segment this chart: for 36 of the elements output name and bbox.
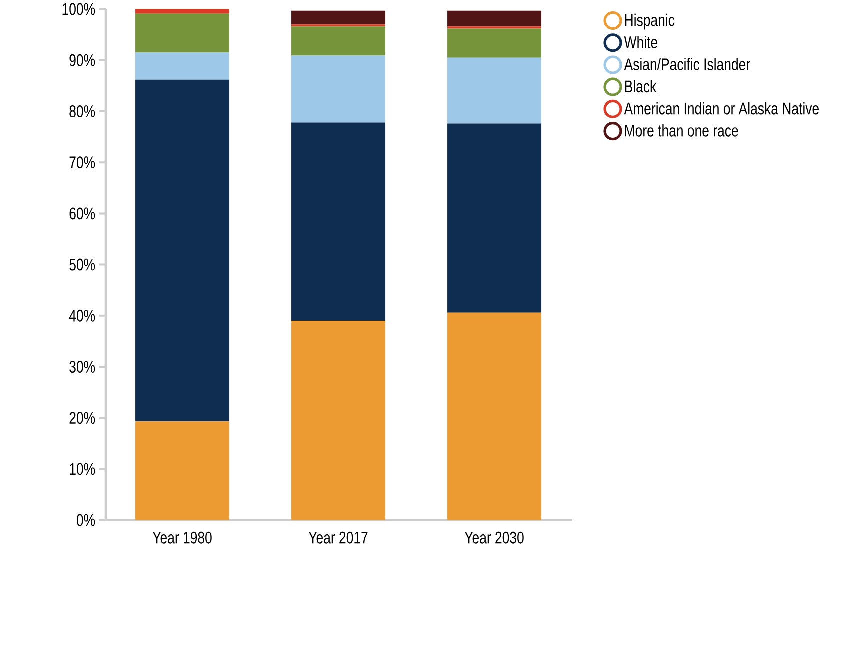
bar	[292, 122, 386, 321]
bar	[292, 56, 386, 123]
bar	[136, 421, 230, 520]
bar	[136, 80, 230, 422]
x-tick-label: Year 1980	[152, 532, 212, 544]
legend-label: White	[624, 36, 658, 48]
bar	[448, 28, 542, 58]
bar	[448, 58, 542, 124]
y-tick-label: 20%	[70, 412, 96, 424]
y-tick-label: 100%	[62, 3, 96, 16]
y-tick-label: 80%	[70, 105, 96, 118]
bar	[448, 124, 542, 313]
bar	[448, 10, 542, 26]
bar	[448, 26, 542, 29]
y-tick-label: 70%	[70, 156, 96, 168]
y-tick-label: 90%	[70, 54, 96, 66]
y-tick-label: 10%	[70, 463, 96, 476]
bar	[292, 26, 386, 56]
bar	[292, 10, 386, 24]
y-tick-label: 40%	[69, 310, 96, 322]
x-tick-label: Year 2030	[464, 532, 524, 544]
legend-label: Black	[625, 80, 657, 92]
bar	[136, 9, 230, 14]
x-tick-label: Year 2017	[308, 532, 368, 544]
legend-label: Hispanic	[625, 14, 675, 30]
bar	[136, 14, 230, 53]
bar	[448, 312, 542, 520]
bar	[292, 320, 386, 520]
y-tick-label: 0%	[76, 514, 96, 526]
legend-label: American Indian or Alaska Native	[624, 102, 819, 115]
legend-label: More than one race	[625, 124, 738, 137]
bar	[136, 52, 230, 80]
legend-label: Asian/Pacific Islander	[624, 58, 750, 70]
y-tick-label: 30%	[70, 360, 96, 373]
y-tick-label: 50%	[70, 258, 96, 271]
y-tick-label: 60%	[70, 208, 96, 220]
